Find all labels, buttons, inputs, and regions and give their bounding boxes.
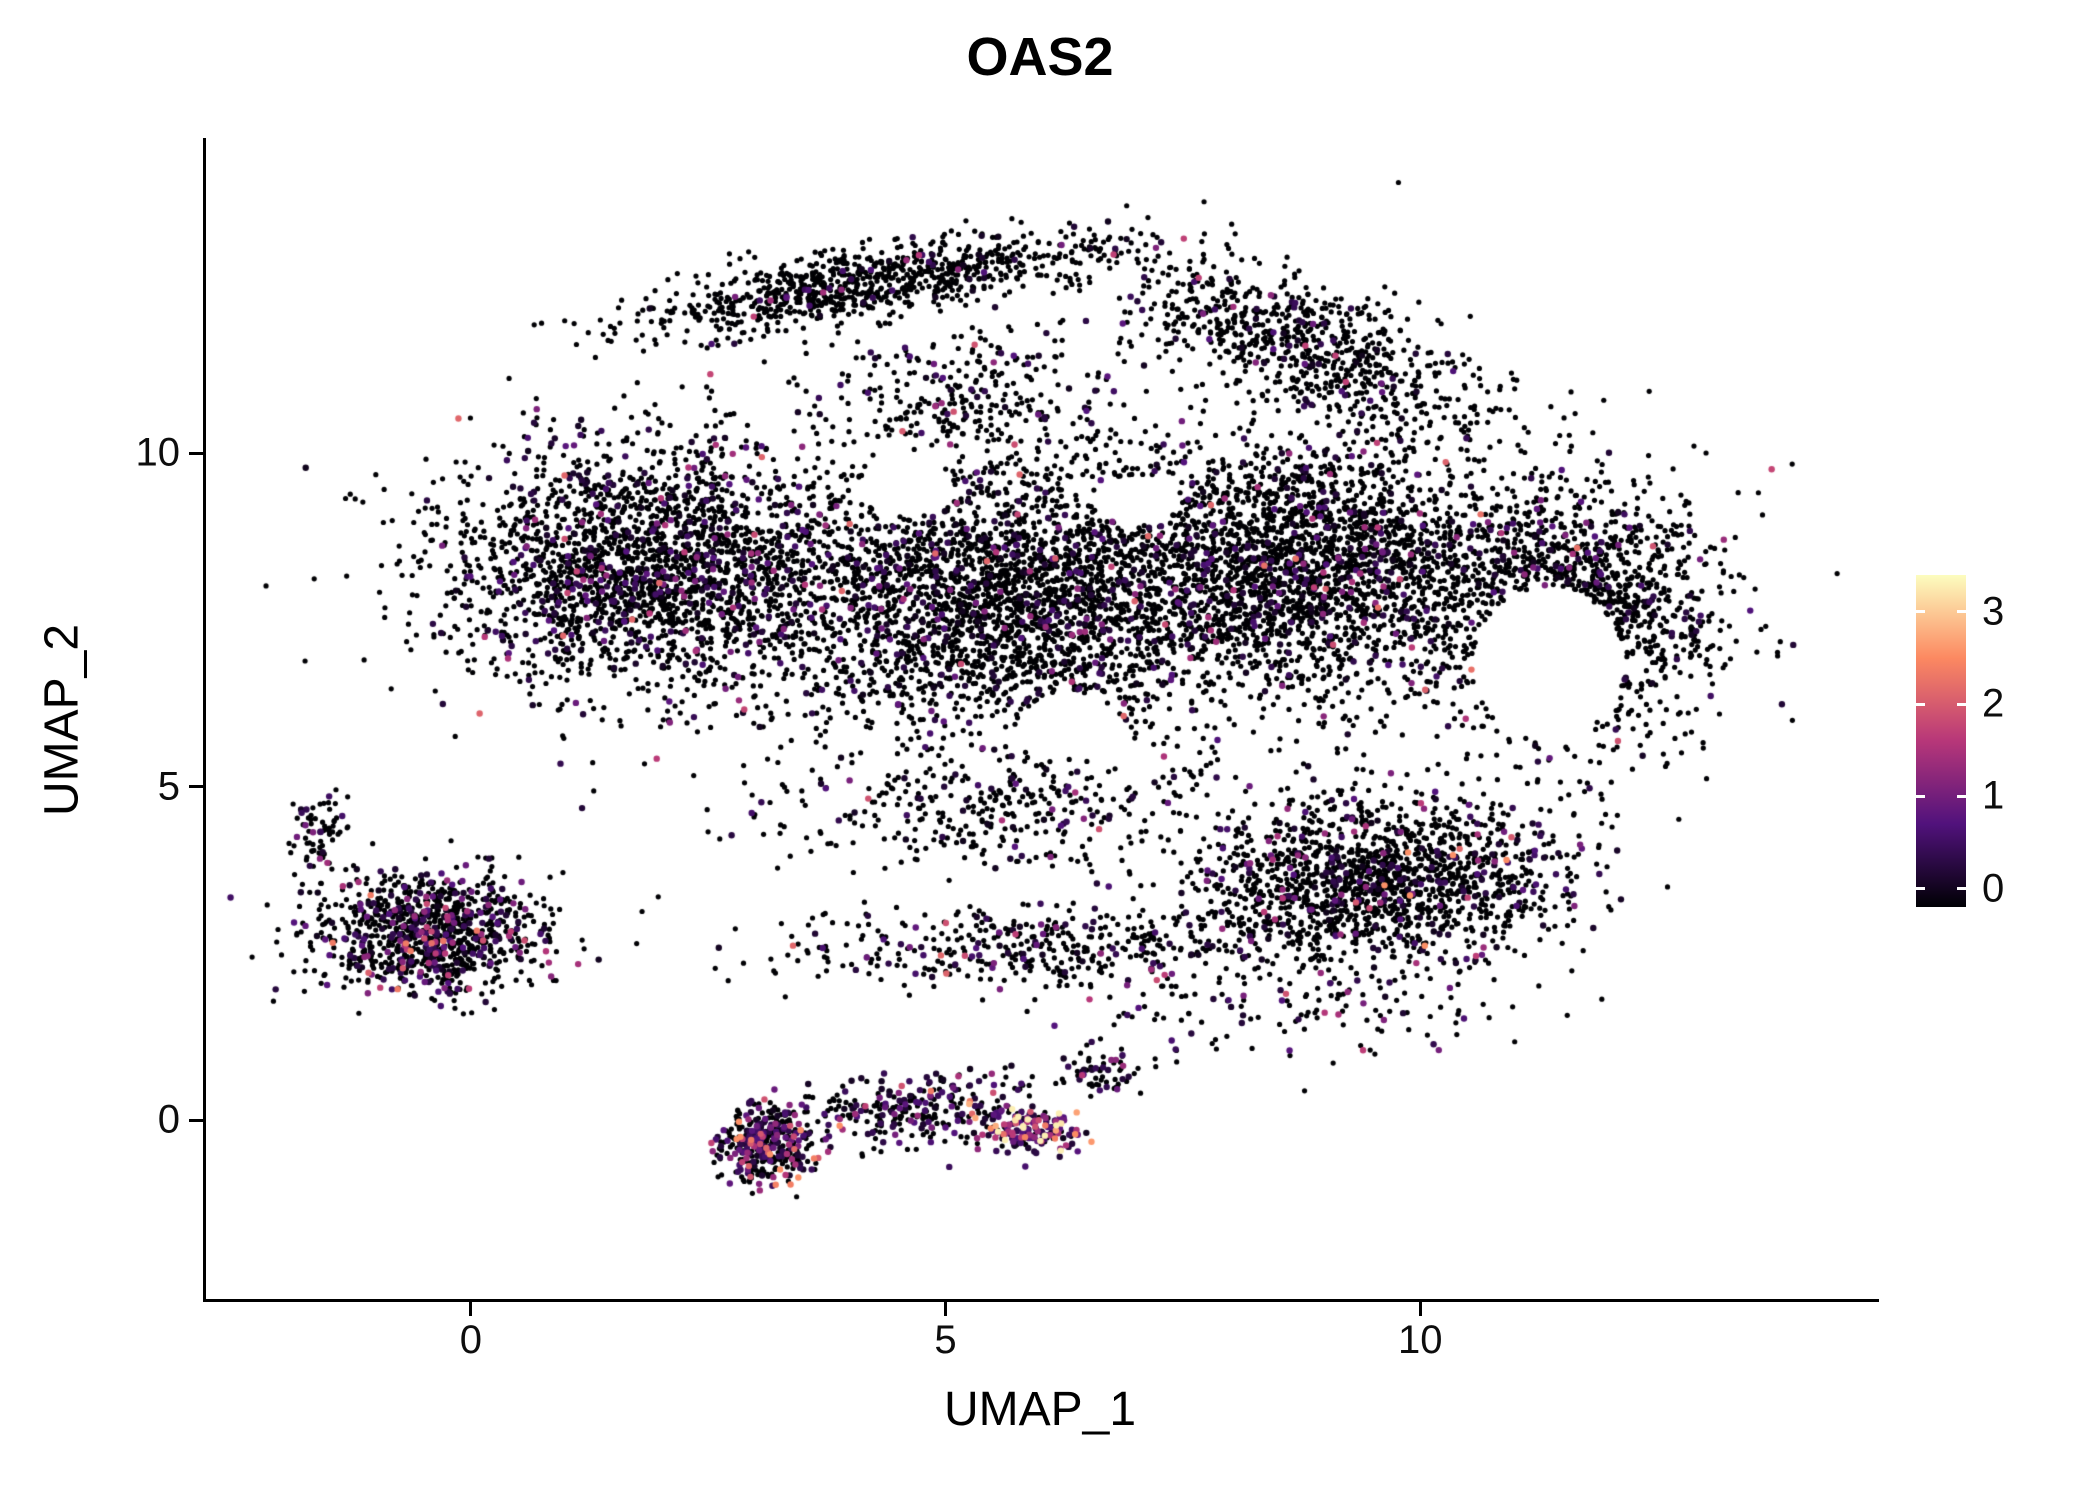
colorbar-tick-mark <box>1957 610 1966 614</box>
x-axis-title: UMAP_1 <box>943 1383 1137 1436</box>
colorbar-tick-label: 1 <box>1982 773 2005 818</box>
x-tick-mark <box>1418 1302 1422 1316</box>
x-tick-label: 10 <box>1398 1318 1443 1362</box>
colorbar-tick-mark <box>1916 610 1925 614</box>
colorbar-tick-mark <box>1916 794 1925 798</box>
colorbar-tick-mark <box>1916 887 1925 891</box>
colorbar-tick-label: 0 <box>1982 866 2005 911</box>
x-tick-label: 0 <box>459 1318 482 1362</box>
colorbar-tick-mark <box>1957 794 1966 798</box>
y-tick-mark <box>189 1118 203 1122</box>
y-tick-label: 5 <box>157 764 180 809</box>
y-axis-line <box>203 138 206 1302</box>
colorbar-tick-mark <box>1957 887 1966 891</box>
x-tick-mark <box>944 1302 948 1316</box>
y-tick-label: 0 <box>157 1097 180 1142</box>
colorbar-tick-label: 2 <box>1982 681 2005 726</box>
colorbar-tick-mark <box>1957 702 1966 706</box>
colorbar-tick-mark <box>1916 702 1925 706</box>
x-tick-label: 5 <box>934 1318 957 1362</box>
y-tick-mark <box>189 451 203 455</box>
colorbar-tick-label: 3 <box>1982 589 2005 634</box>
colorbar-gradient <box>1916 575 1966 907</box>
x-axis-line <box>203 1299 1879 1302</box>
x-tick-mark <box>469 1302 473 1316</box>
y-tick-mark <box>189 785 203 789</box>
plot-title: OAS2 <box>966 27 1114 87</box>
colorbar-legend <box>1916 575 1966 907</box>
y-tick-label: 10 <box>135 430 181 475</box>
